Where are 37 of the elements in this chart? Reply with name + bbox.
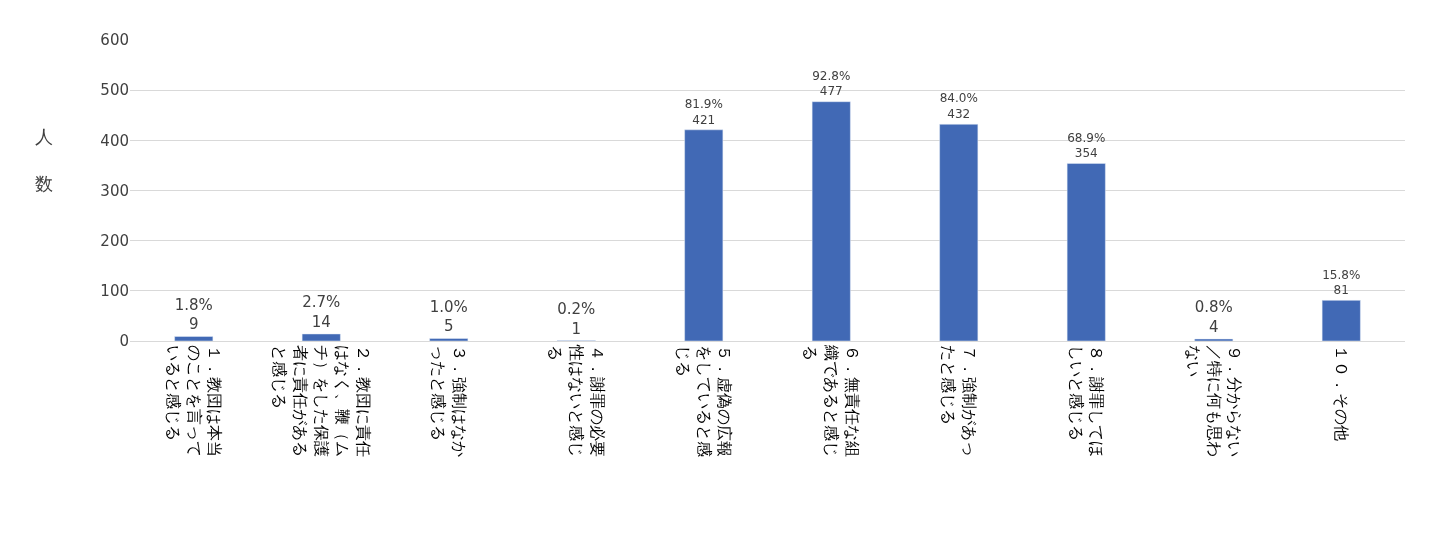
x-tick-label: ７．強制があったと感じる [939, 345, 979, 458]
y-tick-label: 600 [100, 31, 129, 50]
x-tick-label: １．教団は本当のことを言っていると感じる [163, 345, 225, 458]
bar [1321, 300, 1361, 341]
bar [301, 333, 341, 341]
bar [939, 124, 979, 341]
bar [811, 101, 851, 341]
y-tick-label: 100 [100, 282, 129, 301]
data-label: 1.0% 5 [429, 297, 468, 336]
y-tick-label: 300 [100, 181, 129, 200]
data-label: 84.0% 432 [939, 91, 978, 122]
data-label: 1.8% 9 [174, 295, 213, 334]
data-label: 15.8% 81 [1322, 267, 1361, 298]
data-label: 81.9% 421 [684, 96, 723, 127]
x-tick-label: １０．その他 [1332, 345, 1352, 442]
y-tick-label: 0 [119, 332, 129, 351]
y-tick-label: 400 [100, 131, 129, 150]
data-label: 0.2% 1 [557, 300, 596, 338]
bar [174, 336, 214, 341]
bar [1066, 163, 1106, 341]
data-label: 68.9% 354 [1067, 130, 1106, 161]
x-tick-label: ９．分からない／特に何も思わない [1183, 345, 1245, 458]
x-tick-label: ３．強制はなかったと感じる [429, 345, 469, 458]
bar [429, 338, 469, 341]
y-tick-label: 200 [100, 231, 129, 250]
x-tick-label: ４．謝罪の必要性はないと感じる [546, 344, 607, 458]
y-tick-label: 500 [100, 81, 129, 100]
x-tick-label: ５．虚偽の広報をしていると感じる [673, 345, 735, 458]
text: 人数 [35, 126, 53, 194]
bar [684, 129, 724, 341]
data-label: 0.8% 4 [1194, 298, 1233, 336]
data-label: 2.7% 14 [302, 293, 341, 331]
x-tick-label: ２．教団に責任はなく、鞭（ムチ）をした保護者に責任があると感じる [270, 345, 373, 458]
x-tick-label: ６．無責任な組織であると感じる [801, 344, 862, 458]
data-label: 92.8% 477 [812, 68, 851, 99]
bar [1194, 338, 1234, 341]
x-tick-label: ８．謝罪してほしいと感じる [1066, 345, 1107, 458]
